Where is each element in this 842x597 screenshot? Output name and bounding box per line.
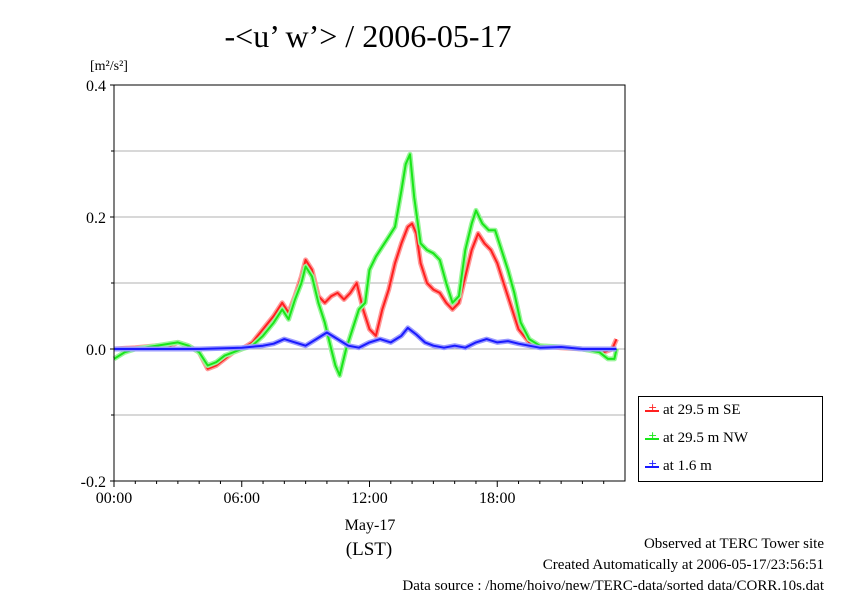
legend-swatch [645,401,659,414]
legend-label: at 29.5 m NW [663,430,748,446]
x-axis-unit-label: (LST) [346,539,392,560]
y-tick-label: 0.2 [86,210,106,227]
footer-site-line: Observed at TERC Tower site [643,536,824,552]
footer-info: Observed at TERC Tower site Created Auto… [402,534,824,597]
footer-created-line: Created Automatically at 2006-05-17/23:5… [542,557,824,573]
x-tick-label: 12:00 [351,490,387,507]
chart-title: -<u’ w’> / 2006-05-17 [225,18,512,54]
legend: at 29.5 m SE at 29.5 m NW at 1.6 m [638,396,823,482]
x-tick-label: 18:00 [479,490,515,507]
axes: -0.2 0.0 0.2 0.4 00:00 06:00 12:00 18:00 [81,78,605,507]
y-tick-label: 0.4 [86,78,106,95]
series-line-2 [114,326,617,350]
y-tick-label: -0.2 [81,474,106,491]
footer-source-line: Data source : /home/hoivo/new/TERC-data/… [402,578,824,594]
series-layer [112,151,619,378]
legend-item: at 29.5 m NW [645,429,748,447]
x-axis-date-label: May-17 [345,517,396,534]
y-axis-label: [m²/s²] [90,59,128,74]
legend-label: at 29.5 m SE [663,402,741,418]
legend-swatch [645,457,659,470]
series-line-1 [113,153,618,377]
legend-swatch [645,429,659,442]
legend-item: at 1.6 m [645,457,712,475]
legend-item: at 29.5 m SE [645,401,741,419]
x-tick-label: 06:00 [224,490,260,507]
y-tick-label: 0.0 [86,342,106,359]
x-tick-label: 00:00 [96,490,132,507]
legend-label: at 1.6 m [663,458,712,474]
